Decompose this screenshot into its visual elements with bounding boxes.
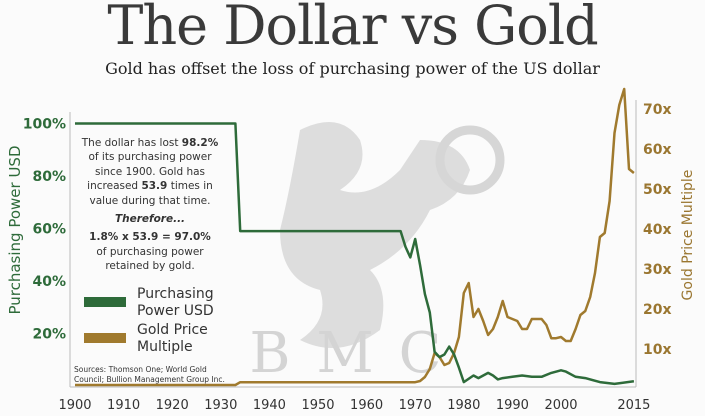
- annotation-line: of purchasing power: [96, 246, 204, 258]
- annotation-text: value during that time.: [90, 195, 211, 207]
- series-lines: [74, 87, 635, 387]
- annotation-line: Therefore...: [115, 213, 185, 225]
- right-tick-label: 50x: [643, 182, 672, 198]
- tick-labels: 20% 40% 60% 80% 100% 10x 20x 30x 40x 50x 60x 70x 190…: [6, 102, 696, 413]
- annotation-text: of purchasing power: [96, 246, 204, 258]
- annotation-line: retained by gold.: [105, 260, 194, 272]
- sources-text: Sources: Thomson One; World Gold: [74, 365, 207, 374]
- right-tick-label: 40x: [643, 222, 672, 238]
- left-axis-title: Purchasing Power USD: [6, 145, 24, 314]
- annotation-line: increased 53.9 times in: [87, 180, 213, 192]
- watermark-letter: B: [249, 321, 290, 386]
- annotation-text: times in: [167, 180, 212, 192]
- x-tick-label: 1960: [350, 398, 383, 413]
- annotation-text: 98.2%: [182, 137, 219, 149]
- x-tick-label: 1990: [496, 398, 529, 413]
- annotation-text: 53.9: [141, 180, 167, 192]
- legend-label: Gold Price: [137, 322, 208, 338]
- legend-swatch: [84, 333, 126, 343]
- x-tick-label: 1930: [204, 398, 237, 413]
- chart-title: The Dollar vs Gold: [107, 0, 598, 57]
- annotation-line: 1.8% x 53.9 = 97.0%: [89, 231, 211, 243]
- left-tick-label: 80%: [32, 169, 66, 185]
- left-tick-label: 60%: [32, 222, 66, 238]
- x-tick-label: 1950: [301, 398, 334, 413]
- annotation-text: Therefore...: [115, 213, 185, 225]
- legend-label: Purchasing: [137, 286, 214, 302]
- x-tick-label: 1970: [399, 398, 432, 413]
- x-tick-label: 1980: [447, 398, 480, 413]
- x-tick-label: 2000: [544, 398, 577, 413]
- sources-text: Council; Bullion Management Group Inc.: [74, 375, 225, 384]
- annotation-text: since 1900. Gold has: [95, 166, 205, 178]
- annotation-text: retained by gold.: [105, 260, 194, 272]
- griffin-shape: [280, 122, 470, 348]
- ring-shape: [435, 125, 505, 195]
- annotation-line: value during that time.: [90, 195, 211, 207]
- annotation-text: The dollar has lost: [81, 137, 182, 149]
- legend-label: Power USD: [137, 303, 214, 319]
- annotation-text: 1.8% x 53.9 = 97.0%: [89, 231, 211, 243]
- right-tick-label: 30x: [643, 262, 672, 278]
- left-tick-label: 100%: [23, 117, 66, 133]
- x-tick-label: 2015: [617, 398, 650, 413]
- left-tick-label: 20%: [32, 327, 66, 343]
- right-tick-label: 20x: [643, 302, 672, 318]
- axes: [69, 100, 637, 388]
- left-tick-label: 40%: [32, 274, 66, 290]
- annotation-text: of its purchasing power: [88, 151, 212, 163]
- annotation: The dollar has lost 98.2% of its purchasi…: [74, 137, 225, 384]
- right-tick-label: 70x: [643, 102, 672, 118]
- legend-swatch: [84, 297, 126, 307]
- x-tick-label: 1900: [58, 398, 91, 413]
- annotation-text: increased: [87, 180, 141, 192]
- x-tick-label: 1910: [107, 398, 140, 413]
- x-tick-label: 1940: [253, 398, 286, 413]
- chart-subtitle: Gold has offset the loss of purchasing p…: [105, 59, 600, 78]
- right-tick-label: 60x: [643, 142, 672, 158]
- x-tick-label: 1920: [156, 398, 189, 413]
- right-tick-label: 10x: [643, 342, 672, 358]
- annotation-line: since 1900. Gold has: [95, 166, 205, 178]
- annotation-line: of its purchasing power: [88, 151, 212, 163]
- legend-label: Multiple: [137, 339, 193, 355]
- watermark-letter: M: [316, 321, 373, 386]
- annotation-line: The dollar has lost 98.2%: [81, 137, 219, 149]
- right-axis-title: Gold Price Multiple: [680, 170, 696, 301]
